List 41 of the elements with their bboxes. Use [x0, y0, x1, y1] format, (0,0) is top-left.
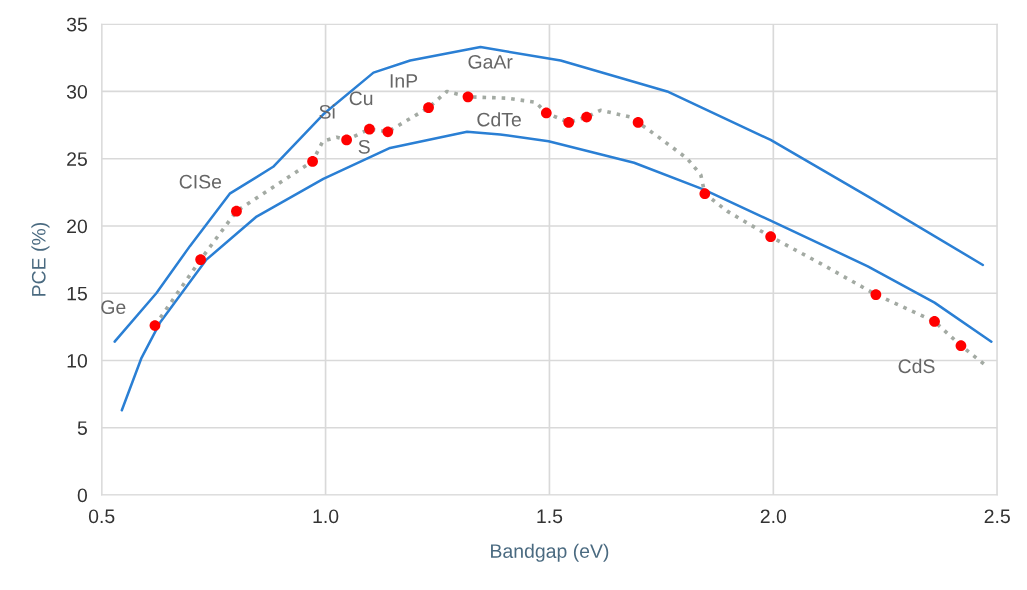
y-tick-label: 35 [66, 17, 87, 32]
y-tick-label: 30 [66, 84, 88, 99]
point [382, 126, 394, 138]
annotation: Ge [101, 300, 126, 315]
point [581, 111, 592, 123]
point [462, 91, 474, 103]
point [341, 134, 352, 146]
point [423, 102, 434, 113]
x-tick-label: 0.5 [88, 509, 115, 524]
point [632, 117, 644, 128]
point [307, 156, 318, 167]
point [364, 123, 375, 135]
x-tick-label: 2.0 [760, 509, 787, 524]
y-tick-label: 25 [67, 152, 87, 166]
annotation: CdS [898, 358, 935, 374]
annotation: S [358, 139, 370, 154]
y-tick-label: 10 [67, 353, 88, 368]
point [149, 320, 161, 331]
point [955, 340, 967, 352]
y-tick-label: 20 [67, 219, 88, 234]
y-tick-label: 5 [77, 421, 87, 435]
x-tick-label: 2.5 [984, 509, 1010, 524]
point [540, 107, 552, 119]
point [231, 205, 242, 217]
x-tick-label: 1.5 [537, 509, 563, 524]
y-tick-label: 0 [77, 488, 88, 503]
x-axis-title: Bandgap (eV) [491, 543, 609, 562]
point [870, 289, 882, 300]
annotation: InP [390, 74, 418, 88]
point [563, 117, 575, 128]
annotation: CISe [179, 174, 222, 189]
y-axis-title: PCE (%) [31, 223, 50, 296]
annotation: GaAr [468, 54, 513, 69]
annotation: CdTe [477, 112, 521, 127]
y-tick-label: 15 [67, 286, 87, 301]
point [195, 254, 207, 265]
point [929, 316, 940, 327]
point [699, 188, 711, 200]
x-tick-label: 1.0 [313, 509, 339, 524]
point [765, 231, 777, 243]
annotation: Cu [349, 91, 373, 106]
